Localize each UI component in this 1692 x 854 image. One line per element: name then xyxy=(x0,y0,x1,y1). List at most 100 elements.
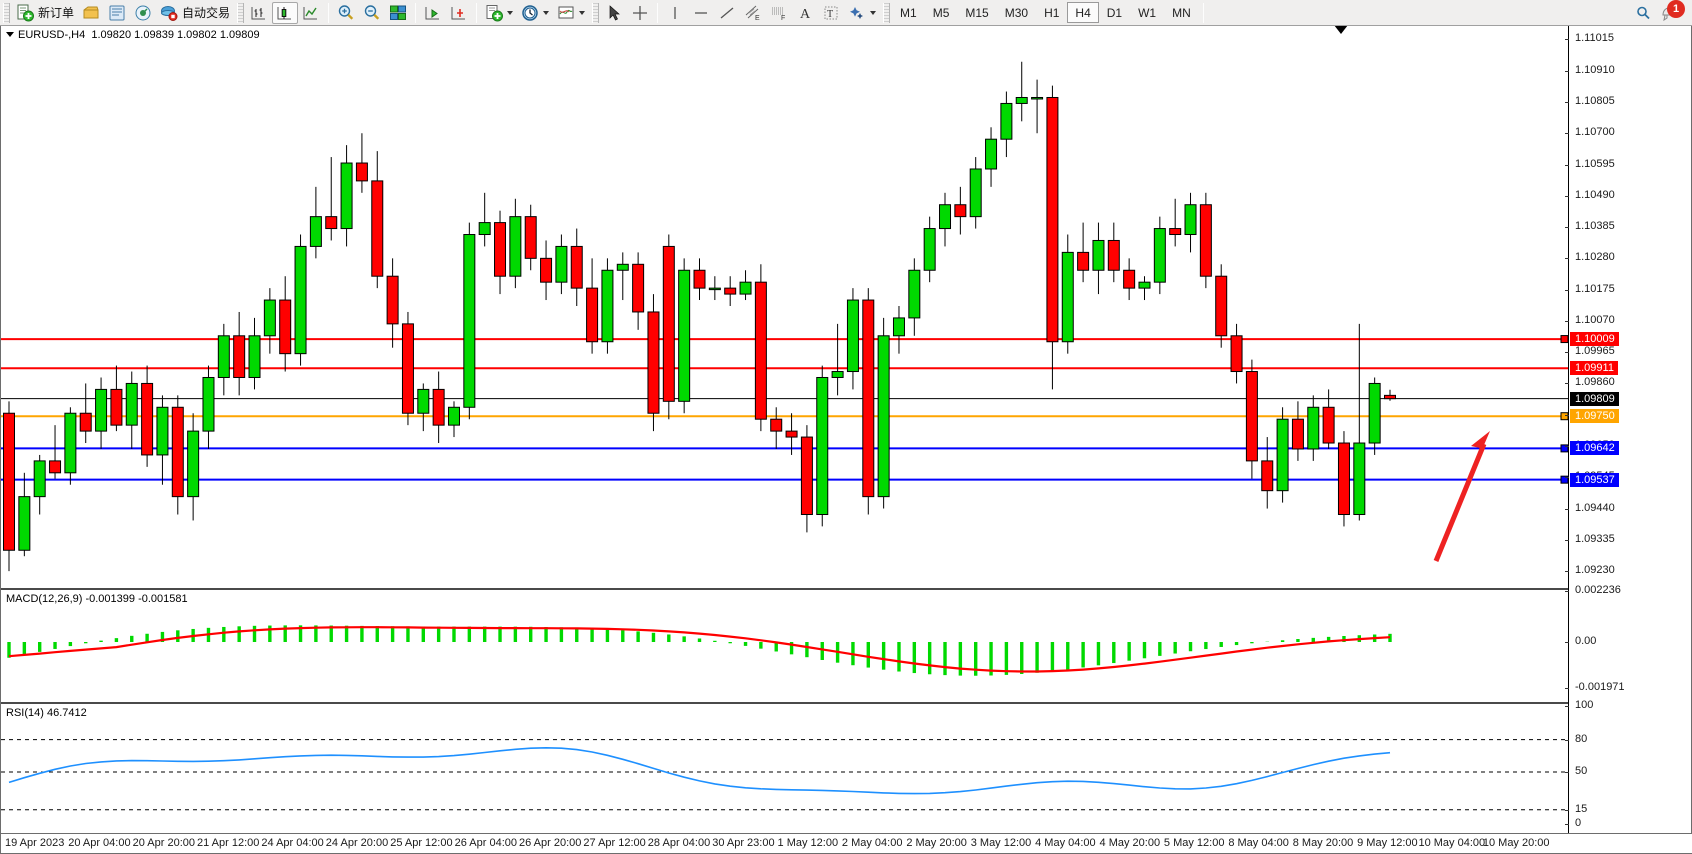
chart-frame[interactable]: EURUSD-,H4 1.09820 1.09839 1.09802 1.098… xyxy=(0,26,1692,854)
timeframe-m30[interactable]: M30 xyxy=(1004,5,1029,20)
price-level-label[interactable]: 1.09642 xyxy=(1570,441,1619,456)
candle-body xyxy=(862,299,875,498)
candle-body xyxy=(1230,335,1243,373)
candle-body xyxy=(586,287,599,343)
crosshair-button[interactable] xyxy=(627,2,653,24)
timeframe-mn[interactable]: MN xyxy=(1172,5,1191,20)
indicators-button[interactable] xyxy=(553,2,589,24)
auto-scroll-button[interactable] xyxy=(420,2,446,24)
tile-windows-button[interactable] xyxy=(385,2,411,24)
text-label-button[interactable]: A xyxy=(792,2,818,24)
timeframe-w1[interactable]: W1 xyxy=(1138,5,1157,20)
price-pane[interactable]: EURUSD-,H4 1.09820 1.09839 1.09802 1.098… xyxy=(1,26,1569,586)
price-level-label[interactable]: 1.10009 xyxy=(1570,332,1619,347)
zoom-out-button[interactable] xyxy=(359,2,385,24)
chevron-down-icon-3[interactable] xyxy=(579,10,586,15)
toolbar-grip-3[interactable] xyxy=(592,2,600,23)
candlestick xyxy=(294,234,307,366)
candlestick xyxy=(739,270,752,301)
objects-icon xyxy=(850,6,864,19)
candlestick xyxy=(1169,198,1182,247)
svg-text:E: E xyxy=(755,15,760,22)
candle-body xyxy=(156,406,169,456)
timeframe-d1[interactable]: D1 xyxy=(1106,5,1123,20)
chart-menu-caret-icon[interactable] xyxy=(6,32,14,37)
candlestick xyxy=(1245,359,1258,479)
timeframe-m5[interactable]: M5 xyxy=(932,5,950,20)
chevron-down-icon-2[interactable] xyxy=(543,10,550,15)
price-tick: 1.10910 xyxy=(1565,64,1615,76)
price-tick-label: 1.10385 xyxy=(1575,220,1615,233)
price-axis[interactable]: 1.11015 1.10910 1.10805 1.10700 1.10595 1.104… xyxy=(1564,26,1691,834)
profile-button[interactable] xyxy=(78,2,104,24)
trendline-button[interactable] xyxy=(714,2,740,24)
price-level-label[interactable]: 1.09537 xyxy=(1570,472,1619,487)
candlestick xyxy=(892,306,905,354)
notifications-button[interactable]: 1 xyxy=(1656,0,1685,24)
price-tick-label: 1.10805 xyxy=(1575,94,1615,107)
candlestick xyxy=(79,383,92,444)
candle-body xyxy=(478,222,491,236)
new-order-button[interactable]: 新订单 xyxy=(12,2,78,24)
price-tick-label: 1.10595 xyxy=(1575,157,1615,170)
notification-badge: 1 xyxy=(1667,0,1685,18)
candle-body xyxy=(340,162,353,230)
toolbar-grip-2[interactable] xyxy=(237,2,245,23)
chevron-down-icon-4[interactable] xyxy=(870,10,877,15)
candlestick xyxy=(647,294,660,432)
navigator-button[interactable] xyxy=(130,2,156,24)
cursor-button[interactable] xyxy=(601,2,627,24)
new-chart-button[interactable] xyxy=(481,2,517,24)
chart-shift-button[interactable] xyxy=(446,2,472,24)
candlestick xyxy=(202,365,215,449)
search-button[interactable] xyxy=(1630,2,1656,24)
price-level-label[interactable]: 1.09911 xyxy=(1570,361,1618,376)
chevron-down-icon[interactable] xyxy=(507,10,514,15)
macd-tick-label: -0.001971 xyxy=(1575,681,1625,693)
zoom-in-button[interactable] xyxy=(333,2,359,24)
rsi-tick-label: 80 xyxy=(1575,732,1588,745)
horizontal-line-button[interactable] xyxy=(688,2,714,24)
timeframe-h1[interactable]: H1 xyxy=(1044,5,1060,20)
chart-ohlc-text: 1.09820 1.09839 1.09802 1.09809 xyxy=(91,29,260,41)
price-level-handle[interactable] xyxy=(1560,335,1569,344)
objects-button[interactable] xyxy=(844,2,880,24)
toolbar-divider-5 xyxy=(1202,2,1204,23)
price-level-label[interactable]: 1.09809 xyxy=(1570,391,1619,406)
time-axis[interactable]: 19 Apr 2023 20 Apr 04:00 20 Apr 20:00 21 Ap… xyxy=(1,833,1692,853)
equidistant-channel-button[interactable]: E xyxy=(740,2,766,24)
line-chart-button[interactable] xyxy=(298,2,324,24)
profile-icon xyxy=(83,6,99,18)
period-button[interactable] xyxy=(517,2,553,24)
candlestick xyxy=(1107,222,1120,283)
candlestick xyxy=(1307,395,1320,461)
market-watch-button[interactable] xyxy=(104,2,130,24)
toolbar-grip[interactable] xyxy=(3,2,10,23)
rsi-tick-label: 15 xyxy=(1575,802,1588,815)
red-up-arrow-annotation[interactable] xyxy=(1433,431,1490,562)
candle-body xyxy=(892,317,905,337)
timeframe-h4[interactable]: H4 xyxy=(1067,2,1099,23)
text-button[interactable]: T xyxy=(818,2,844,24)
price-level-label[interactable]: 1.09750 xyxy=(1570,409,1619,424)
autotrading-button[interactable]: 自动交易 xyxy=(156,2,234,24)
timeframe-m1[interactable]: M1 xyxy=(900,5,917,20)
candlestick xyxy=(524,204,537,271)
svg-text:F: F xyxy=(781,15,785,22)
candlestick xyxy=(1215,264,1228,348)
timeframe-m15[interactable]: M15 xyxy=(965,5,989,20)
vertical-line-button[interactable] xyxy=(662,2,688,24)
time-tick-label: 10 May 20:00 xyxy=(1482,837,1550,849)
autotrading-icon xyxy=(161,5,178,21)
chart-shift-marker-icon[interactable] xyxy=(1334,26,1348,34)
fibonacci-button[interactable]: F xyxy=(766,2,792,24)
macd-pane[interactable]: MACD(12,26,9) -0.001399 -0.001581 xyxy=(1,588,1569,700)
candlestick-chart-button[interactable] xyxy=(272,1,299,24)
candle-body xyxy=(1215,275,1228,337)
candlestick xyxy=(969,157,982,229)
candlestick-chart[interactable] xyxy=(1,26,1569,586)
toolbar-grip-4[interactable] xyxy=(883,2,891,23)
candlestick xyxy=(1230,323,1243,384)
bar-chart-button[interactable] xyxy=(246,2,272,24)
rsi-pane[interactable]: RSI(14) 46.7412 xyxy=(1,702,1569,834)
